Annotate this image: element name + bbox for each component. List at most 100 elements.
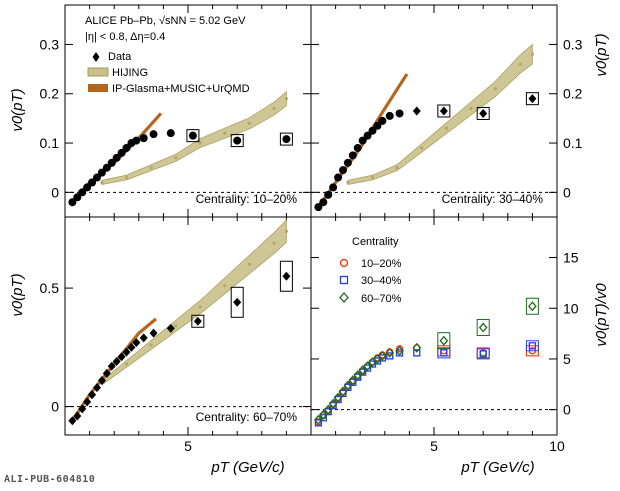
ratio-point-6070 <box>314 414 323 425</box>
hijing-point <box>149 343 153 347</box>
data-point <box>102 163 111 172</box>
hijing-point <box>198 305 202 309</box>
ratio-point-6070 <box>528 301 537 312</box>
hijing-point <box>124 362 129 366</box>
data-point <box>97 376 106 385</box>
legend-data-label: Data <box>108 51 132 63</box>
ratio-syst-box <box>525 297 539 315</box>
x-axis-label-right: pT (GeV/c) <box>460 459 534 476</box>
hijing-point <box>223 284 227 288</box>
ratio-syst-box <box>525 340 539 352</box>
y-tick-label-bottom-left: 0 <box>51 399 59 415</box>
data-point <box>385 111 394 120</box>
ratio-point-3040 <box>349 378 357 386</box>
ratio-point-6070 <box>328 398 338 409</box>
hijing-point <box>247 262 252 266</box>
ratio-point-6070 <box>333 392 343 403</box>
data-syst-box <box>186 129 200 143</box>
data-point <box>112 357 121 367</box>
data-point <box>329 183 338 192</box>
data-point <box>88 178 97 187</box>
y-tick-label-top-left: 0 <box>51 184 59 200</box>
data-point <box>479 108 488 118</box>
y-tick-label-top-right: 0 <box>563 184 571 200</box>
ratio-point-3040 <box>479 350 487 358</box>
centrality-legend-entry-6070: 60–70% <box>361 293 402 305</box>
data-point <box>338 166 347 175</box>
ratio-point-3040 <box>440 349 448 357</box>
ratio-point-6070 <box>439 335 449 346</box>
data-point <box>363 131 372 140</box>
data-point <box>73 193 82 202</box>
x-tick-label-bottom-right: 5 <box>430 438 438 454</box>
ratio-point-3040 <box>395 349 404 357</box>
y-tick-label-top-left: 0.1 <box>40 135 60 151</box>
legend-hijing-label: HIJING <box>112 67 148 79</box>
data-point <box>233 297 242 307</box>
data-point <box>122 347 131 357</box>
legend-experiment: ALICE Pb–Pb, √sNN = 5.02 GeV <box>85 15 246 27</box>
data-syst-box <box>230 134 244 148</box>
y-tick-label-top-right: 0.1 <box>563 135 583 151</box>
data-point <box>319 198 328 207</box>
ratio-point-3040 <box>354 373 362 381</box>
legend-data-marker <box>92 52 100 62</box>
ratio-point-3040 <box>324 408 332 416</box>
data-point <box>127 342 136 352</box>
y-tick-label-bottom-right: 15 <box>563 250 579 266</box>
y-axis-label-left-bottom: v0(pT) <box>9 273 26 316</box>
ratio-point-6070 <box>358 365 368 376</box>
data-point <box>117 148 126 157</box>
ratio-point-6070 <box>478 322 488 333</box>
centrality-annotation-top-left: Centrality: 10–20% <box>196 192 298 206</box>
data-point <box>193 316 202 326</box>
centrality-annotation-top-right: Centrality: 30–40% <box>442 192 544 206</box>
ratio-syst-box <box>476 348 490 360</box>
data-point <box>68 198 77 207</box>
centrality-legend-marker-3040 <box>339 275 349 285</box>
hijing-point <box>346 180 350 185</box>
data-point <box>334 173 343 182</box>
data-point <box>139 333 148 343</box>
hijing-point <box>198 141 202 145</box>
data-syst-box <box>476 106 490 120</box>
data-point <box>73 411 82 421</box>
data-point <box>166 129 175 138</box>
x-axis-label-left: pT (GeV/c) <box>210 459 284 476</box>
data-point <box>132 338 141 348</box>
data-point <box>378 116 387 125</box>
data-point <box>188 131 197 140</box>
data-point <box>122 143 131 152</box>
ratio-point-3040 <box>344 383 352 391</box>
y-axis-label-right-top: v0(pT) <box>593 33 610 76</box>
data-point <box>395 109 404 118</box>
hijing-point <box>284 97 288 101</box>
ratio-syst-box <box>437 332 451 350</box>
hijing-point <box>272 241 276 245</box>
ratio-point-6070 <box>377 350 387 361</box>
data-point <box>439 106 448 116</box>
centrality-legend-marker-6070 <box>339 292 349 303</box>
hijing-point <box>174 324 178 328</box>
data-point <box>353 143 362 152</box>
hijing-point <box>530 52 535 56</box>
data-point <box>112 153 121 162</box>
hijing-point <box>174 156 178 160</box>
y-tick-label-bottom-right: 10 <box>563 300 579 316</box>
y-tick-label-bottom-left: 0.5 <box>40 280 60 296</box>
ratio-point-3040 <box>314 419 323 427</box>
ratio-point-6070 <box>338 386 348 397</box>
data-point <box>348 151 357 160</box>
data-point <box>368 126 377 135</box>
hijing-point <box>493 87 498 91</box>
y-tick-label-bottom-right: 0 <box>563 402 571 418</box>
legend-model-swatch <box>88 84 108 92</box>
data-point <box>88 390 97 400</box>
ratio-point-3040 <box>329 401 337 410</box>
data-point <box>83 183 92 192</box>
hijing-point <box>272 106 276 111</box>
hijing-point <box>444 126 448 130</box>
hijing-band-top-right <box>347 43 533 186</box>
data-point <box>149 130 158 139</box>
